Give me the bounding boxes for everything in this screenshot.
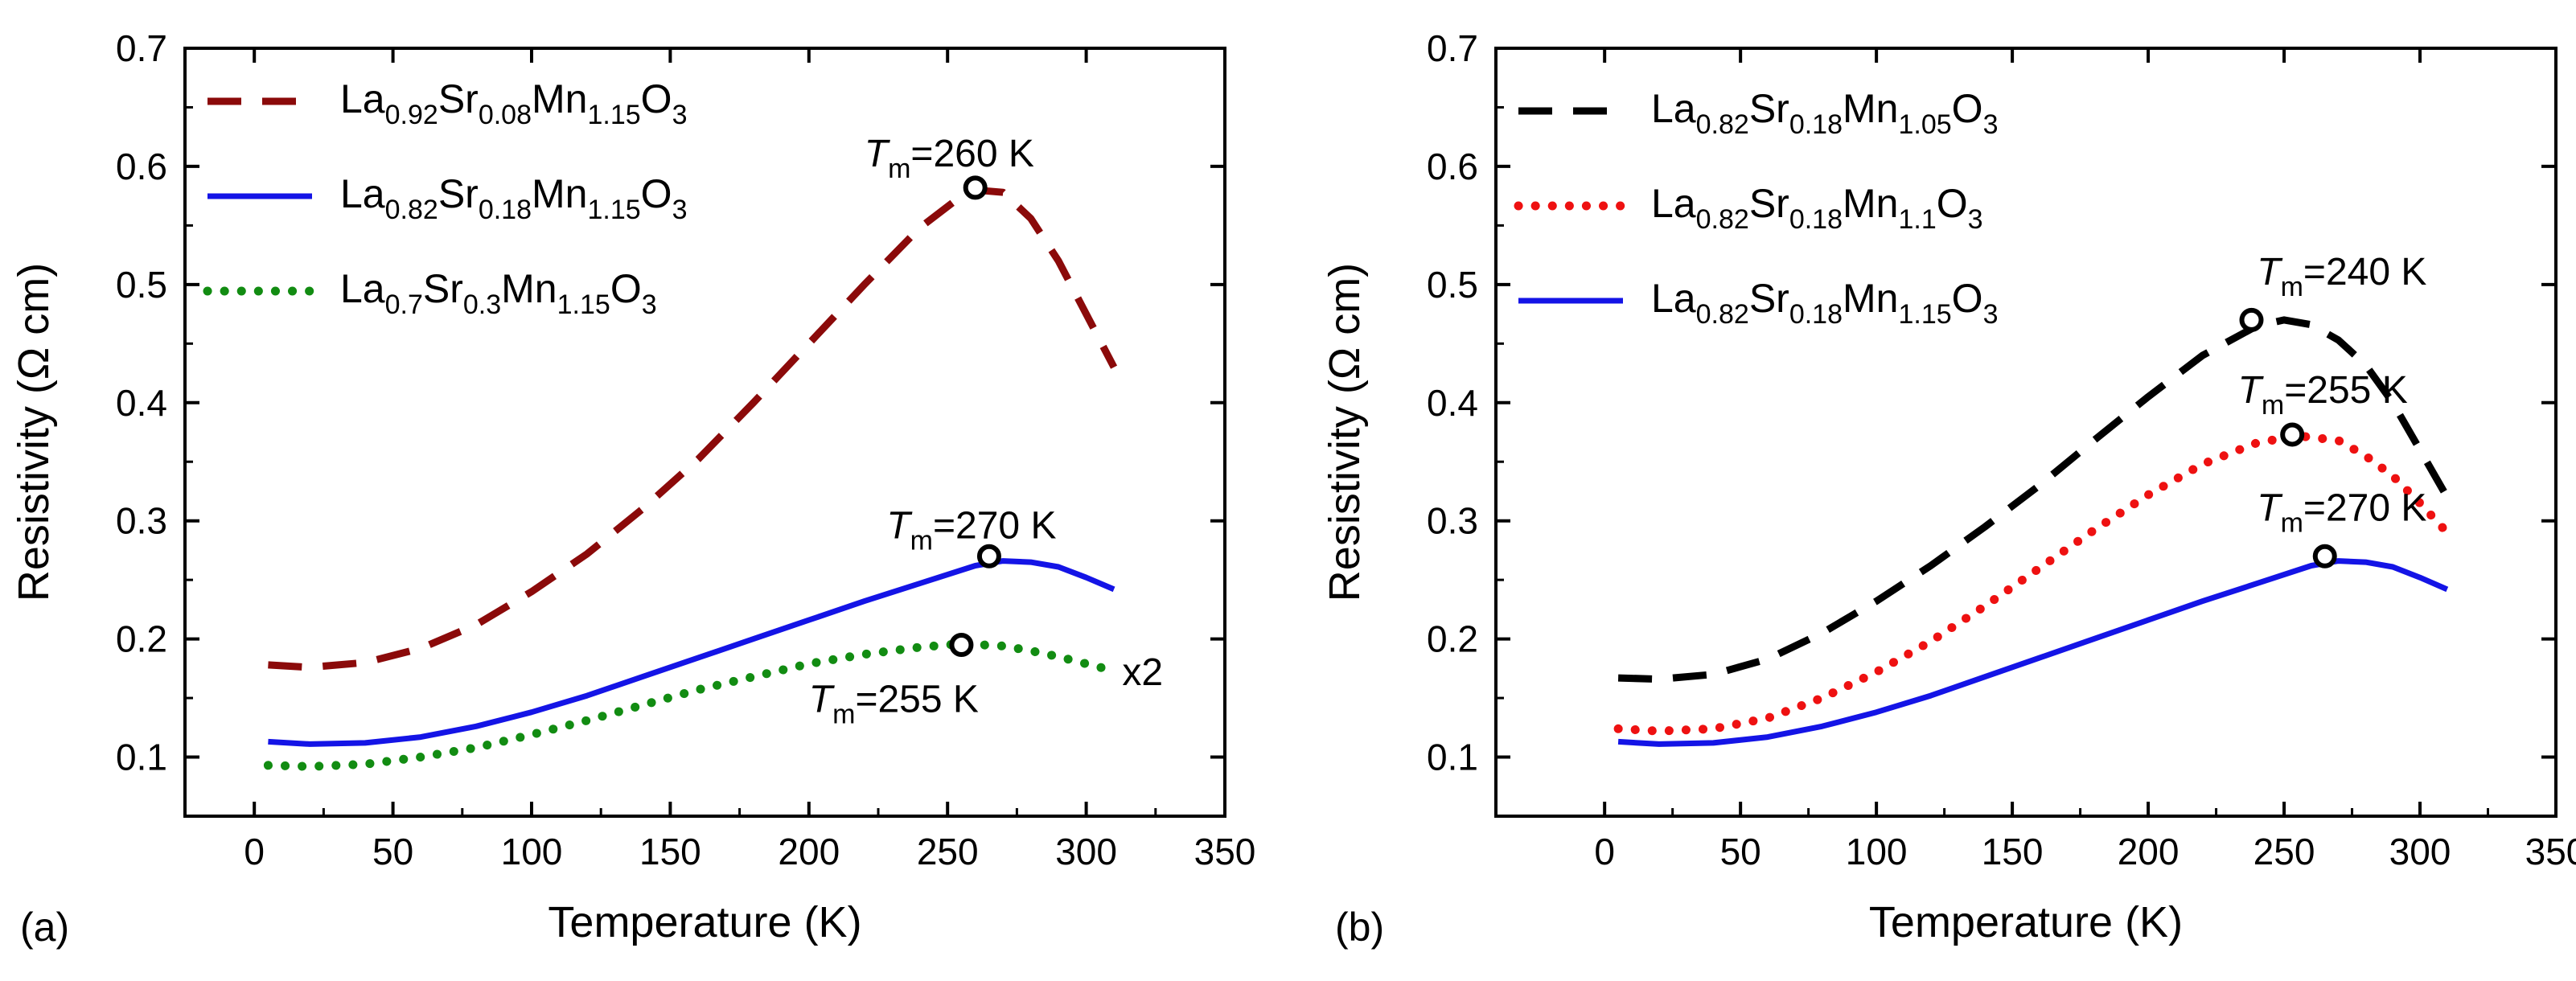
series-line-1 xyxy=(268,186,1118,671)
plot-frame xyxy=(183,47,1226,818)
tm-marker-3 xyxy=(2312,544,2337,568)
y-axis-title: Resistivity (Ω cm) xyxy=(10,263,58,601)
y-tick-label: 0.7 xyxy=(1427,27,1478,69)
y-tick-label: 0.1 xyxy=(1427,737,1478,778)
panel-a: 0 50 100 150 200 250 300 350 0.1 0.2 0.3 0.4 0.5 0.6 0… xyxy=(10,27,1255,950)
series-line-3 xyxy=(263,639,1119,771)
y-tick-label: 0.2 xyxy=(1427,618,1478,660)
x-axis-title: Temperature (K) xyxy=(1869,898,2183,946)
legend-label-2: La0.82Sr0.18Mn1.15O3 xyxy=(340,171,687,225)
x-tick-label: 0 xyxy=(1594,831,1615,872)
tm-marker-2 xyxy=(976,544,1001,568)
y-tick-label: 0.1 xyxy=(116,737,167,778)
y-tick-label: 0.3 xyxy=(116,500,167,542)
tm-label-1: Tm=240 K xyxy=(2257,251,2426,302)
tm-label-2: Tm=255 K xyxy=(2238,369,2408,421)
y-tick-label: 0.5 xyxy=(1427,264,1478,306)
legend-label-3: La0.7Sr0.3Mn1.15O3 xyxy=(340,266,657,320)
y-tick-label: 0.2 xyxy=(116,618,167,660)
panel-label: (b) xyxy=(1335,905,1384,950)
tm-label-3: Tm=270 K xyxy=(2257,487,2426,539)
tm-label-3: Tm=255 K xyxy=(809,679,979,730)
y-axis-title: Resistivity (Ω cm) xyxy=(1321,263,1369,601)
scale-annotation: x2 xyxy=(1122,651,1163,694)
x-tick-label: 150 xyxy=(639,831,701,872)
x-tick-label: 350 xyxy=(2525,831,2576,872)
tm-marker-1 xyxy=(963,175,988,200)
tm-marker-1 xyxy=(2239,307,2264,332)
x-axis-title: Temperature (K) xyxy=(548,898,861,946)
tm-marker-2 xyxy=(2280,422,2305,447)
panel-label: (a) xyxy=(20,905,69,950)
legend-label-3: La0.82Sr0.18Mn1.15O3 xyxy=(1651,276,1998,330)
y-tick-label: 0.4 xyxy=(1427,382,1478,424)
x-tick-label: 50 xyxy=(1720,831,1761,872)
series-line-2 xyxy=(268,558,1115,747)
y-tick-label: 0.7 xyxy=(116,27,167,69)
series-line-2 xyxy=(1613,431,2452,736)
y-tick-label: 0.5 xyxy=(116,264,167,306)
legend-label-1: La0.82Sr0.18Mn1.05O3 xyxy=(1651,86,1998,140)
x-tick-label: 100 xyxy=(1846,831,1908,872)
x-tick-label: 300 xyxy=(2389,831,2451,872)
x-tick-label: 350 xyxy=(1194,831,1256,872)
x-tick-label: 300 xyxy=(1055,831,1117,872)
x-tick-label: 200 xyxy=(778,831,840,872)
y-tick-label: 0.3 xyxy=(1427,500,1478,542)
x-tick-label: 100 xyxy=(501,831,563,872)
series-line-1 xyxy=(1617,316,2451,683)
y-tick-label: 0.4 xyxy=(116,382,167,424)
x-tick-label: 0 xyxy=(244,831,265,872)
tm-marker-3 xyxy=(949,632,974,657)
plot-frame xyxy=(1494,47,2558,818)
x-tick-label: 250 xyxy=(2253,831,2315,872)
y-tick-label: 0.6 xyxy=(116,146,167,187)
legend-label-1: La0.92Sr0.08Mn1.15O3 xyxy=(340,76,687,130)
y-tick-label: 0.6 xyxy=(1427,146,1478,187)
panel-b: 0 50 100 150 200 250 300 350 0.1 0.2 0.3 0.4 0.5 0.6 0… xyxy=(1321,27,2576,950)
x-tick-label: 250 xyxy=(917,831,979,872)
x-tick-label: 150 xyxy=(1982,831,2044,872)
tm-label-1: Tm=260 K xyxy=(865,133,1034,184)
series-line-3 xyxy=(1617,558,2449,747)
x-tick-label: 50 xyxy=(372,831,413,872)
legend-label-2: La0.82Sr0.18Mn1.1O3 xyxy=(1651,181,1983,235)
tm-label-2: Tm=270 K xyxy=(886,505,1056,556)
x-tick-label: 200 xyxy=(2118,831,2180,872)
